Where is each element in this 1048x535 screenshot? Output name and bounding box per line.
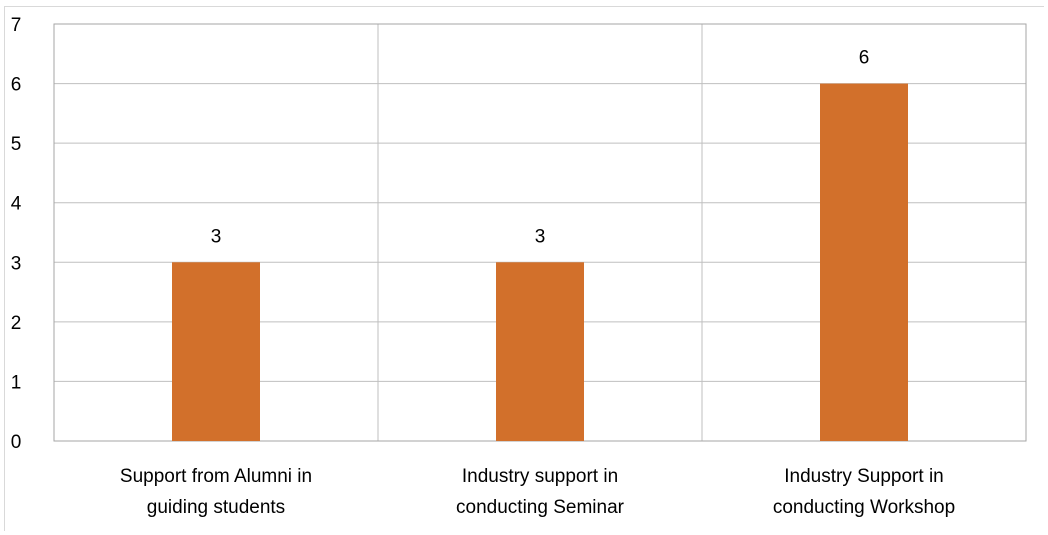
category-label-3-line-1: Industry Support in (784, 466, 943, 487)
category-label-1-line-2: guiding students (147, 497, 285, 518)
data-labels: 3 3 6 (211, 48, 870, 248)
y-tick-label: 0 (11, 432, 22, 453)
category-label-2-line-1: Industry support in (462, 466, 618, 487)
bar-3 (820, 83, 908, 442)
bars (172, 83, 908, 442)
y-axis-tick-labels: 0 1 2 3 4 5 6 7 (11, 15, 22, 453)
y-tick-label: 4 (11, 194, 22, 215)
y-tick-label: 7 (11, 15, 22, 36)
category-label-1-line-1: Support from Alumni in (120, 466, 312, 487)
y-tick-label: 1 (11, 372, 22, 393)
chart-frame (4, 6, 1044, 531)
y-tick-label: 2 (11, 313, 22, 334)
bar-2 (496, 262, 584, 441)
data-label-1: 3 (211, 226, 222, 247)
category-label-3-line-2: conducting Workshop (773, 497, 955, 518)
y-tick-label: 5 (11, 134, 22, 155)
y-tick-label: 6 (11, 75, 22, 96)
data-label-2: 3 (535, 226, 546, 247)
x-axis-category-labels: Support from Alumni in guiding students In… (120, 466, 955, 518)
category-label-2-line-2: conducting Seminar (456, 497, 625, 518)
bar-1 (172, 262, 260, 441)
y-tick-label: 3 (11, 253, 22, 274)
data-label-3: 6 (859, 48, 870, 69)
